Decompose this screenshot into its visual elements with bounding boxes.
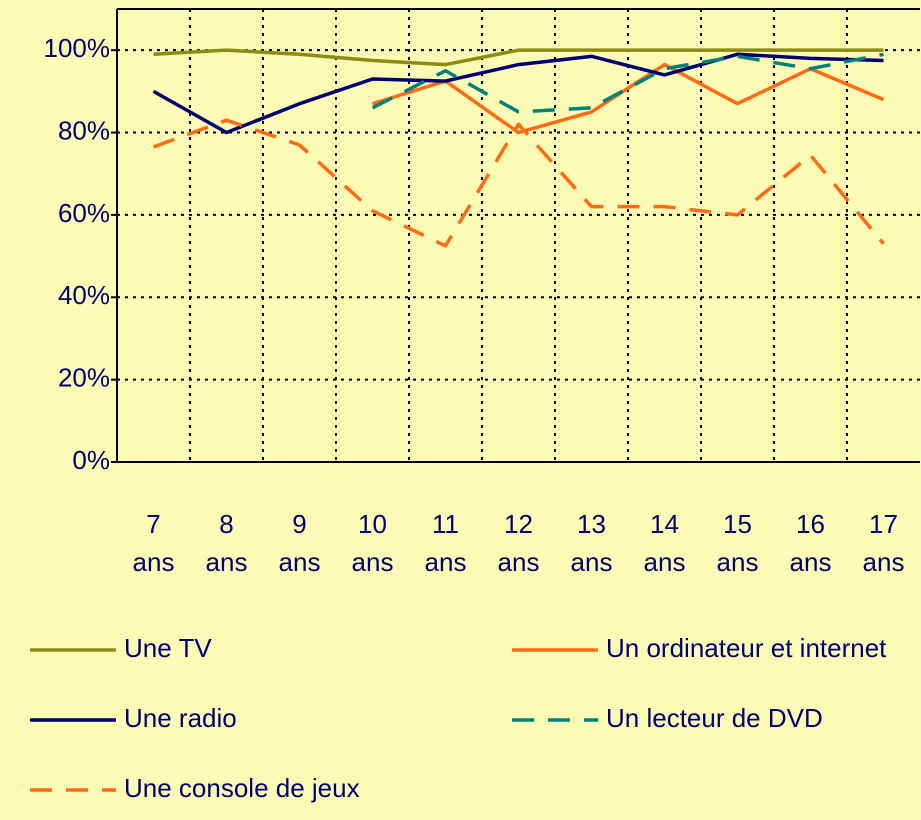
- x-tick-label: 16 ans: [789, 509, 832, 577]
- x-tick-label: 17 ans: [862, 509, 905, 577]
- legend-label: Une console de jeux: [124, 773, 360, 803]
- x-tick-label: 12 ans: [497, 509, 540, 577]
- x-tick-label: 8 ans: [205, 509, 248, 577]
- series-line: [371, 62, 885, 135]
- x-tick-label: 13 ans: [570, 509, 613, 577]
- x-tick-label: 7 ans: [132, 509, 175, 577]
- y-tick-label: 100%: [44, 33, 111, 63]
- x-tick-label: 9 ans: [278, 509, 321, 577]
- x-tick-label: 15 ans: [716, 509, 759, 577]
- series-line: [152, 118, 885, 248]
- legend-label: Une TV: [124, 633, 212, 663]
- series-line: [152, 52, 884, 135]
- x-tick-label: 11 ans: [424, 509, 467, 577]
- y-tick-label: 40%: [58, 280, 110, 310]
- legend-label: Un ordinateur et internet: [606, 633, 887, 663]
- series-line: [153, 48, 884, 67]
- y-tick-label: 0%: [72, 445, 110, 475]
- y-tick-label: 80%: [58, 115, 110, 145]
- x-tick-label: 10 ans: [351, 509, 394, 577]
- y-tick-label: 60%: [58, 198, 110, 228]
- legend-label: Une radio: [124, 703, 237, 733]
- legend-label: Un lecteur de DVD: [606, 703, 823, 733]
- x-tick-label: 14 ans: [643, 509, 686, 577]
- y-tick-label: 20%: [58, 363, 110, 393]
